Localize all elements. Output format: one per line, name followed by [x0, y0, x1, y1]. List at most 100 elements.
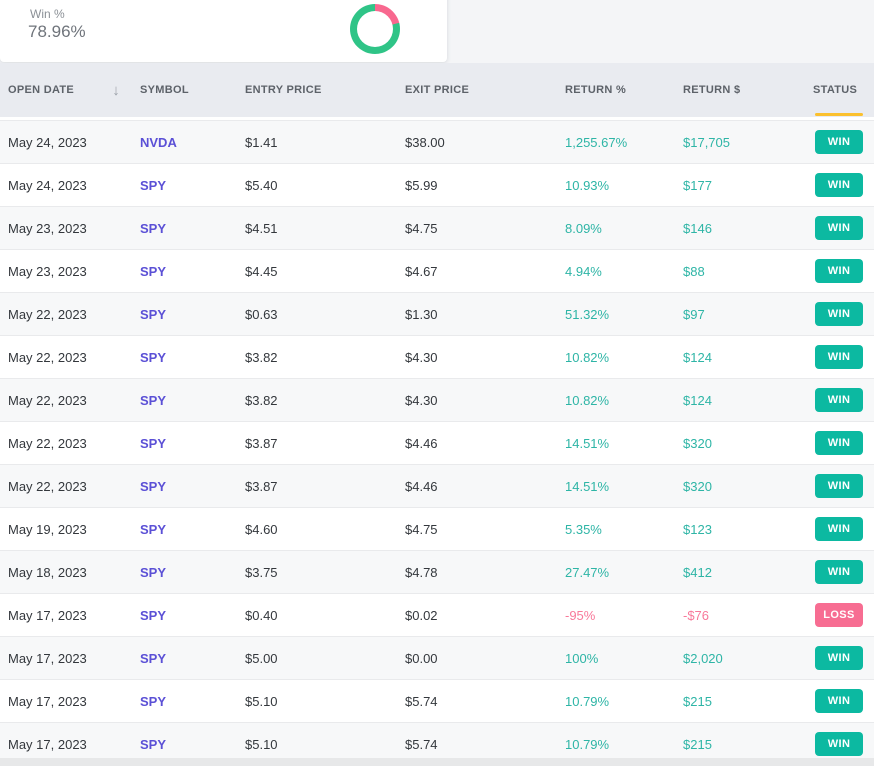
- symbol-link[interactable]: SPY: [140, 306, 167, 322]
- table-row[interactable]: May 22, 2023 SPY $0.63 $1.30 51.32% $97 …: [0, 293, 874, 336]
- symbol-link[interactable]: SPY: [140, 263, 167, 279]
- status-column-underline: [815, 113, 863, 116]
- symbol-link[interactable]: SPY: [140, 521, 167, 537]
- return-usd-cell: $124: [683, 349, 712, 365]
- entry-price-cell: $1.41: [245, 134, 278, 150]
- exit-price-cell: $4.30: [405, 392, 438, 408]
- column-header-open-date[interactable]: OPEN DATE ↓: [0, 63, 132, 117]
- status-cell: WIN: [805, 732, 874, 756]
- table-row[interactable]: May 22, 2023 SPY $3.87 $4.46 14.51% $320…: [0, 422, 874, 465]
- symbol-link[interactable]: SPY: [140, 736, 167, 752]
- status-cell: WIN: [805, 130, 874, 154]
- exit-price-cell: $4.67: [405, 263, 438, 279]
- return-usd-cell: $17,705: [683, 134, 730, 150]
- exit-price-cell: $4.30: [405, 349, 438, 365]
- return-usd-cell: $124: [683, 392, 712, 408]
- column-header-status[interactable]: STATUS: [805, 63, 874, 117]
- open-date-cell: May 22, 2023: [8, 392, 87, 408]
- entry-price-cell: $3.75: [245, 564, 278, 580]
- bottom-scrollbar-track[interactable]: [0, 758, 874, 766]
- exit-price-cell: $4.78: [405, 564, 438, 580]
- return-pct-cell: 14.51%: [565, 478, 610, 494]
- symbol-link[interactable]: NVDA: [140, 134, 177, 150]
- exit-price-cell: $0.02: [405, 607, 438, 623]
- table-row[interactable]: May 17, 2023 SPY $0.40 $0.02 -95% -$76 L…: [0, 594, 874, 637]
- symbol-link[interactable]: SPY: [140, 435, 167, 451]
- table-row[interactable]: May 23, 2023 SPY $4.51 $4.75 8.09% $146 …: [0, 207, 874, 250]
- table-row[interactable]: May 24, 2023 NVDA $1.41 $38.00 1,255.67%…: [0, 121, 874, 164]
- status-badge: WIN: [815, 517, 863, 541]
- win-rate-value: 78.96%: [28, 22, 86, 41]
- symbol-link[interactable]: SPY: [140, 564, 167, 580]
- symbol-link[interactable]: SPY: [140, 220, 167, 236]
- table-row[interactable]: May 17, 2023 SPY $5.00 $0.00 100% $2,020…: [0, 637, 874, 680]
- trades-table: OPEN DATE ↓ SYMBOL ENTRY PRICE EXIT PRIC…: [0, 63, 874, 766]
- symbol-link[interactable]: SPY: [140, 478, 167, 494]
- table-row[interactable]: May 22, 2023 SPY $3.82 $4.30 10.82% $124…: [0, 379, 874, 422]
- open-date-cell: May 24, 2023: [8, 177, 87, 193]
- table-row[interactable]: May 19, 2023 SPY $4.60 $4.75 5.35% $123 …: [0, 508, 874, 551]
- status-badge: WIN: [815, 732, 863, 756]
- win-rate-label: Win %: [30, 7, 65, 21]
- open-date-cell: May 22, 2023: [8, 306, 87, 322]
- open-date-cell: May 22, 2023: [8, 478, 87, 494]
- column-header-return-usd[interactable]: RETURN $: [683, 84, 741, 96]
- exit-price-cell: $5.74: [405, 736, 438, 752]
- status-badge: WIN: [815, 388, 863, 412]
- entry-price-cell: $5.40: [245, 177, 278, 193]
- symbol-link[interactable]: SPY: [140, 607, 167, 623]
- status-cell: LOSS: [805, 603, 874, 627]
- column-header-symbol[interactable]: SYMBOL: [140, 84, 189, 96]
- return-usd-cell: $123: [683, 521, 712, 537]
- sort-descending-arrow-icon[interactable]: ↓: [112, 81, 120, 99]
- win-rate-donut-chart: [350, 4, 400, 54]
- return-pct-cell: 10.93%: [565, 177, 610, 193]
- column-header-return-pct[interactable]: RETURN %: [565, 84, 627, 96]
- return-pct-cell: -95%: [565, 607, 596, 623]
- return-pct-cell: 8.09%: [565, 220, 602, 236]
- open-date-cell: May 19, 2023: [8, 521, 87, 537]
- status-cell: WIN: [805, 259, 874, 283]
- entry-price-cell: $3.87: [245, 478, 278, 494]
- return-usd-cell: $146: [683, 220, 712, 236]
- open-date-cell: May 17, 2023: [8, 693, 87, 709]
- status-badge: WIN: [815, 302, 863, 326]
- return-usd-cell: $215: [683, 693, 712, 709]
- table-row[interactable]: May 18, 2023 SPY $3.75 $4.78 27.47% $412…: [0, 551, 874, 594]
- table-row[interactable]: May 22, 2023 SPY $3.87 $4.46 14.51% $320…: [0, 465, 874, 508]
- open-date-cell: May 18, 2023: [8, 564, 87, 580]
- exit-price-cell: $38.00: [405, 134, 445, 150]
- symbol-link[interactable]: SPY: [140, 177, 167, 193]
- exit-price-cell: $4.46: [405, 478, 438, 494]
- entry-price-cell: $0.63: [245, 306, 278, 322]
- return-pct-cell: 5.35%: [565, 521, 602, 537]
- entry-price-cell: $3.82: [245, 392, 278, 408]
- status-cell: WIN: [805, 474, 874, 498]
- status-badge: WIN: [815, 560, 863, 584]
- symbol-link[interactable]: SPY: [140, 650, 167, 666]
- column-header-exit-price[interactable]: EXIT PRICE: [405, 84, 470, 96]
- return-usd-cell: $320: [683, 435, 712, 451]
- entry-price-cell: $3.87: [245, 435, 278, 451]
- symbol-link[interactable]: SPY: [140, 349, 167, 365]
- table-row[interactable]: May 24, 2023 SPY $5.40 $5.99 10.93% $177…: [0, 164, 874, 207]
- table-row[interactable]: May 23, 2023 SPY $4.45 $4.67 4.94% $88 W…: [0, 250, 874, 293]
- entry-price-cell: $5.10: [245, 736, 278, 752]
- open-date-cell: May 17, 2023: [8, 607, 87, 623]
- open-date-cell: May 24, 2023: [8, 134, 87, 150]
- column-header-status-label: STATUS: [813, 84, 858, 96]
- return-usd-cell: -$76: [683, 607, 710, 623]
- symbol-link[interactable]: SPY: [140, 392, 167, 408]
- status-cell: WIN: [805, 173, 874, 197]
- return-usd-cell: $177: [683, 177, 712, 193]
- status-cell: WIN: [805, 431, 874, 455]
- table-row[interactable]: May 22, 2023 SPY $3.82 $4.30 10.82% $124…: [0, 336, 874, 379]
- table-row[interactable]: May 17, 2023 SPY $5.10 $5.74 10.79% $215…: [0, 680, 874, 723]
- win-rate-card: Win % 78.96%: [0, 0, 447, 62]
- exit-price-cell: $4.75: [405, 521, 438, 537]
- symbol-link[interactable]: SPY: [140, 693, 167, 709]
- column-header-entry-price[interactable]: ENTRY PRICE: [245, 84, 322, 96]
- status-badge: WIN: [815, 689, 863, 713]
- entry-price-cell: $4.60: [245, 521, 278, 537]
- status-badge: WIN: [815, 216, 863, 240]
